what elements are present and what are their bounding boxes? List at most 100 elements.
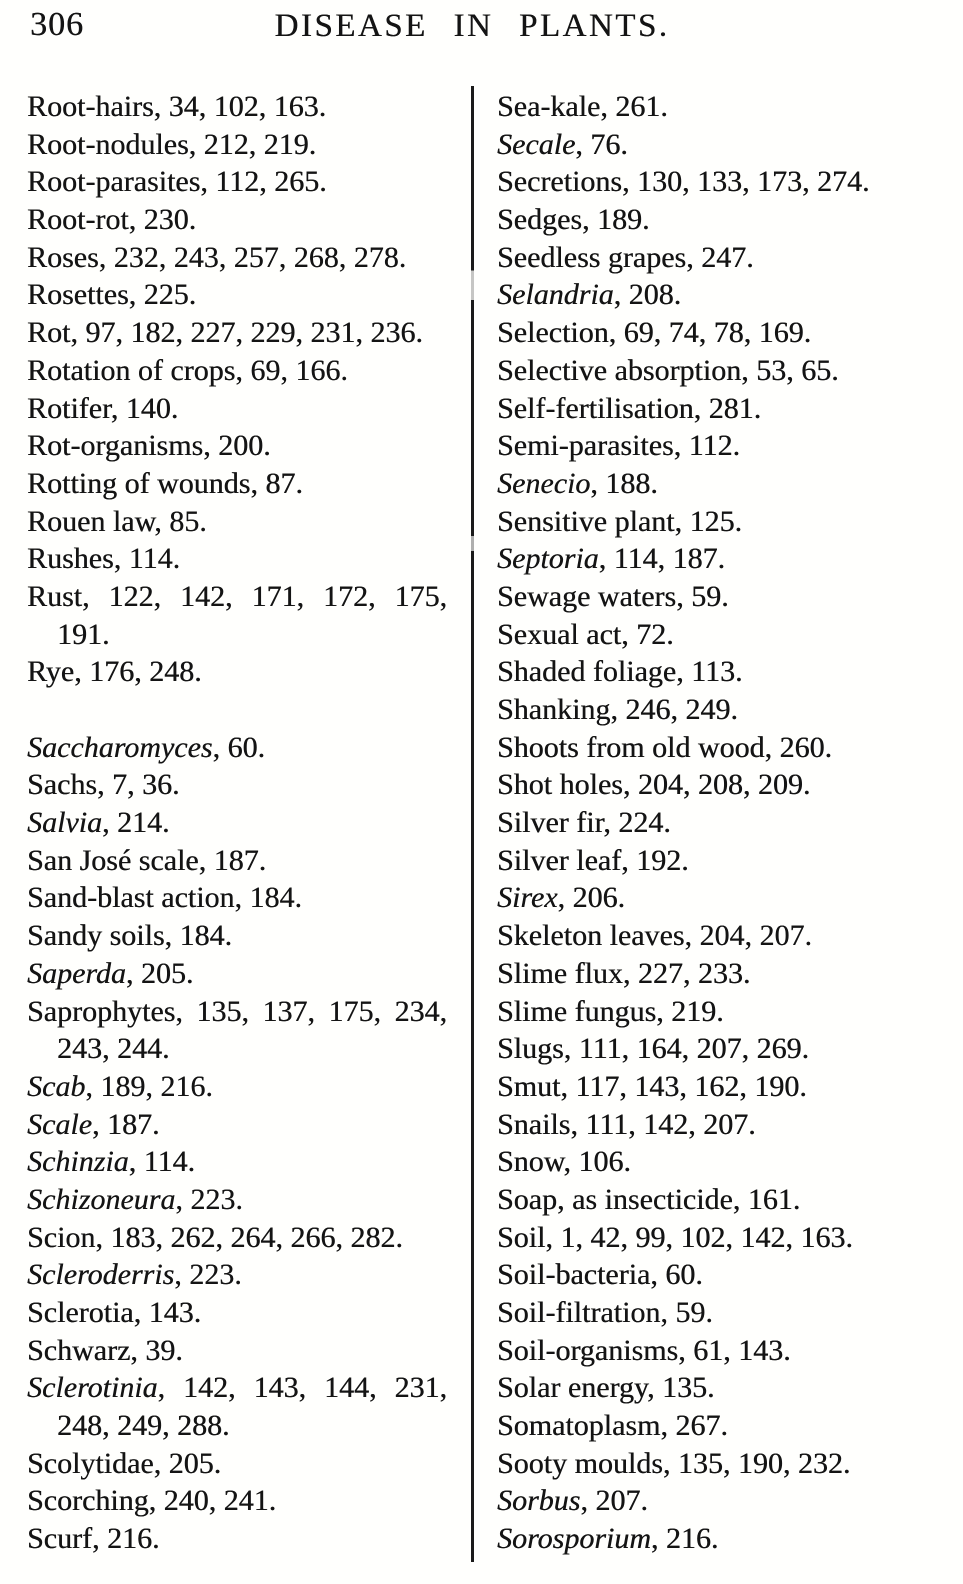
index-entry: Root-rot, 230. xyxy=(27,201,447,239)
entry-term: Sexual act xyxy=(497,617,622,651)
entry-term: Selandria xyxy=(497,278,614,312)
entry-term: Selection xyxy=(497,316,609,350)
index-entry: Sclerotia, 143. xyxy=(27,1294,447,1332)
entry-term: Rouen law xyxy=(27,504,155,538)
entry-pages: , 216. xyxy=(91,1522,160,1556)
entry-pages: , 135. xyxy=(646,1371,715,1405)
index-entry: Slime flux, 227, 233. xyxy=(497,955,941,993)
entry-pages: , 135, 190, 232. xyxy=(662,1446,851,1480)
entry-term: Root-nodules xyxy=(27,127,189,161)
entry-pages: , 205. xyxy=(125,956,194,990)
entry-term: Semi-parasites xyxy=(497,429,674,463)
entry-term: Root-parasites xyxy=(27,165,201,199)
index-entry-continuation: 248, 249, 288. xyxy=(57,1409,230,1443)
entry-pages: , 187. xyxy=(198,843,267,877)
entry-term: Saccharomyces xyxy=(27,730,213,764)
index-entry: Sclerotinia, 142, 143, 144, 231, xyxy=(27,1369,447,1407)
index-entry: Rotifer, 140. xyxy=(27,390,447,428)
entry-pages: , 135, 137, 175, 234, xyxy=(175,994,447,1028)
entry-term: Secretions xyxy=(497,165,622,199)
index-entry: Rushes, 114. xyxy=(27,540,447,578)
entry-term: Snails xyxy=(497,1107,571,1141)
index-entry: Schizoneura, 223. xyxy=(27,1181,447,1219)
entry-pages: , 39. xyxy=(130,1333,183,1367)
entry-term: Slime flux xyxy=(497,956,623,990)
entry-term: Scolytidae xyxy=(27,1446,154,1480)
index-entry: Solar energy, 135. xyxy=(497,1369,941,1407)
entry-pages: , 230. xyxy=(128,203,197,237)
entry-term: Secale xyxy=(497,127,576,161)
entry-pages: , 69, 74, 78, 169. xyxy=(608,316,812,350)
index-entry: Snow, 106. xyxy=(497,1143,941,1181)
entry-pages: , 223. xyxy=(175,1182,243,1216)
index-entry: Saperda, 205. xyxy=(27,955,447,993)
entry-pages: , 240, 241. xyxy=(148,1484,277,1518)
index-entry: Rye, 176, 248. xyxy=(27,653,447,691)
entry-term: Sirex xyxy=(497,881,558,915)
entry-pages: , 204, 208, 209. xyxy=(622,768,811,802)
entry-term: Rust xyxy=(27,579,83,613)
entry-pages: , 106. xyxy=(563,1145,631,1179)
entry-pages: , 117, 143, 162, 190. xyxy=(560,1069,807,1103)
entry-pages: , 114. xyxy=(113,542,181,576)
entry-term: Salvia xyxy=(27,806,102,840)
index-entry: Rosettes, 225. xyxy=(27,276,447,314)
index-entry: Soil-filtration, 59. xyxy=(497,1294,941,1332)
entry-pages: , 204, 207. xyxy=(684,919,812,953)
entry-pages: , 69, 166. xyxy=(235,353,348,387)
index-entry: Rot-organisms, 200. xyxy=(27,427,447,465)
entry-term: Slime fungus xyxy=(497,994,657,1028)
entry-pages: , 60. xyxy=(650,1258,703,1292)
index-entry: Scorching, 240, 241. xyxy=(27,1482,447,1520)
index-entry: Seedless grapes, 247. xyxy=(497,239,941,277)
entry-term: Seedless grapes xyxy=(497,240,687,274)
entry-pages: , 53, 65. xyxy=(741,353,839,387)
entry-term: Soil-filtration xyxy=(497,1296,661,1329)
index-entry: Semi-parasites, 112. xyxy=(497,427,941,465)
entry-term: Somatoplasm xyxy=(497,1409,661,1443)
entry-pages: , 260. xyxy=(764,730,833,764)
index-entry: Rust, 122, 142, 171, 172, 175, xyxy=(27,578,447,616)
entry-pages: , 161. xyxy=(732,1182,801,1216)
entry-pages: , 114. xyxy=(128,1145,196,1179)
entry-pages: , 189, 216. xyxy=(85,1069,213,1103)
entry-term: Soil-organisms xyxy=(497,1333,679,1367)
index-entry: Slime fungus, 219. xyxy=(497,993,941,1031)
entry-term: Schinzia xyxy=(27,1145,129,1179)
section-gap xyxy=(27,691,447,729)
index-entry: Skeleton leaves, 204, 207. xyxy=(497,917,941,955)
entry-term: San José scale xyxy=(27,843,199,877)
index-entry: Sandy soils, 184. xyxy=(27,917,447,955)
index-entry: Sachs, 7, 36. xyxy=(27,766,447,804)
entry-pages: , 267. xyxy=(660,1409,728,1443)
index-entry: Selection, 69, 74, 78, 169. xyxy=(497,314,941,352)
entry-term: Silver leaf xyxy=(497,843,622,877)
entry-pages: , 212, 219. xyxy=(188,127,317,161)
entry-term: Skeleton leaves xyxy=(497,919,685,953)
entry-pages: , 216. xyxy=(650,1522,719,1556)
index-entry: Septoria, 114, 187. xyxy=(497,540,941,578)
entry-pages: , 206. xyxy=(557,881,626,915)
entry-pages: , 114, 187. xyxy=(598,542,726,576)
entry-pages: , 143. xyxy=(133,1296,202,1329)
entry-pages: , 122, 142, 171, 172, 175, xyxy=(82,579,447,613)
entry-pages: , 205. xyxy=(153,1446,222,1480)
index-entry: Sirex, 206. xyxy=(497,879,941,917)
entry-term: Sandy soils xyxy=(27,919,165,953)
index-entry: Soil-organisms, 61, 143. xyxy=(497,1332,941,1370)
entry-term: Rot xyxy=(27,316,71,350)
entry-pages: , 125. xyxy=(674,504,742,538)
entry-term: Shoots from old wood xyxy=(497,730,765,764)
entry-term: Sea-kale xyxy=(497,90,601,123)
index-entry: Silver fir, 224. xyxy=(497,804,941,842)
index-entry: Soil, 1, 42, 99, 102, 142, 163. xyxy=(497,1219,941,1257)
entry-term: Snow xyxy=(497,1145,564,1179)
entry-term: Sooty moulds xyxy=(497,1446,663,1480)
index-entry: Schinzia, 114. xyxy=(27,1143,447,1181)
entry-term: Sorosporium xyxy=(497,1522,651,1556)
index-column-left: Root-hairs, 34, 102, 163. Root-nodules, 2… xyxy=(27,88,447,1558)
index-entry: Scolytidae, 205. xyxy=(27,1445,447,1483)
index-entry: Saccharomyces, 60. xyxy=(27,729,447,767)
index-entry: Saprophytes, 135, 137, 175, 234, xyxy=(27,993,447,1031)
